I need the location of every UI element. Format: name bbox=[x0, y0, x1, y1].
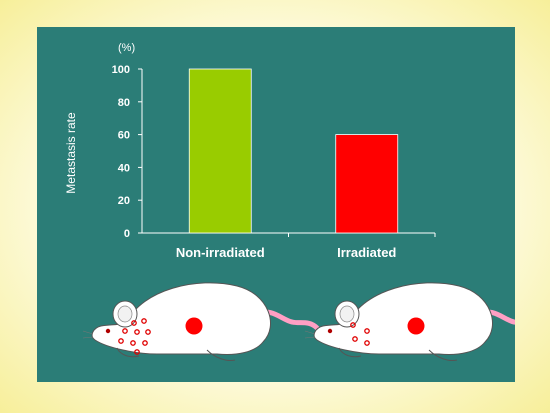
x-category-label: Irradiated bbox=[337, 245, 396, 260]
slide-panel: 0 20 40 60 80 100 (%) Metastasis rate Non-irradi… bbox=[37, 27, 515, 382]
x-category-label: Non-irradiated bbox=[176, 245, 265, 260]
metastasis-spot bbox=[142, 340, 148, 346]
metastasis-spot bbox=[364, 340, 370, 346]
metastasis-spot bbox=[352, 336, 358, 342]
metastasis-spot bbox=[131, 320, 137, 326]
metastasis-spot bbox=[134, 329, 140, 335]
y-tick-label: 40 bbox=[118, 162, 130, 174]
bar-non-irradiated bbox=[188, 68, 252, 234]
y-tick-label: 100 bbox=[112, 64, 130, 76]
metastasis-spot bbox=[122, 328, 128, 334]
y-axis-label: Metastasis rate bbox=[64, 112, 78, 194]
y-tick-label: 0 bbox=[124, 228, 130, 240]
metastasis-spot bbox=[130, 340, 136, 346]
tumor-dot bbox=[185, 317, 203, 335]
y-tick-label: 60 bbox=[118, 130, 130, 142]
tumor-dot bbox=[407, 317, 425, 335]
metastasis-spot bbox=[141, 318, 147, 324]
chart: 0 20 40 60 80 100 (%) Metastasis rate Non-irradi… bbox=[64, 42, 515, 382]
bar-irradiated bbox=[335, 134, 399, 234]
metastasis-spot bbox=[145, 329, 151, 335]
metastasis-spot bbox=[350, 322, 356, 328]
metastasis-spot bbox=[118, 338, 124, 344]
metastasis-spot bbox=[364, 328, 370, 334]
y-tick-label: 20 bbox=[118, 195, 130, 207]
metastasis-spot bbox=[134, 349, 140, 355]
y-unit-label: (%) bbox=[118, 42, 135, 54]
y-tick-label: 80 bbox=[118, 97, 130, 109]
